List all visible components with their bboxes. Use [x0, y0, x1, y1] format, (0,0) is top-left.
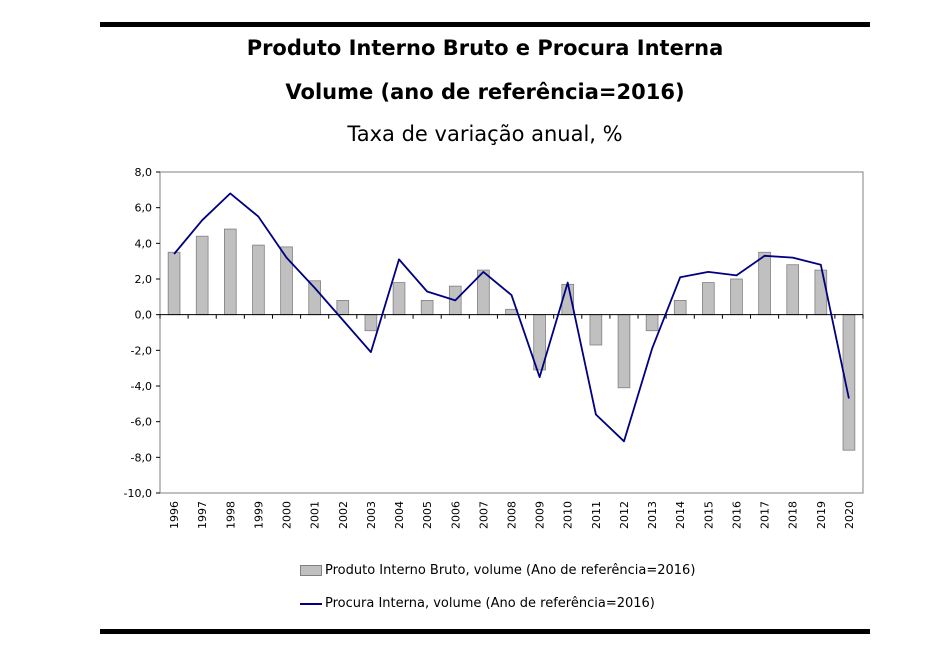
x-tick-label: 1997: [196, 501, 209, 529]
x-tick-label: 2009: [534, 501, 547, 529]
y-tick-label: -8,0: [131, 451, 152, 464]
bar: [167, 251, 181, 316]
x-tick-label: 2004: [393, 501, 406, 529]
x-tick-label: 2006: [449, 501, 462, 529]
chart-title: Produto Interno Bruto e Procura Interna: [246, 36, 724, 60]
x-tick-label: 2000: [281, 501, 294, 529]
x-tick-label: 1999: [252, 501, 265, 529]
y-tick-label: -4,0: [131, 380, 152, 393]
series-line: [173, 192, 850, 443]
bar: [505, 308, 518, 316]
bar: [392, 282, 406, 316]
x-tick-label: 2001: [309, 501, 322, 529]
bar: [730, 278, 743, 316]
x-tick-label: 2019: [815, 501, 828, 529]
x-tick-label: 2012: [618, 501, 631, 529]
bar: [420, 299, 434, 316]
bar: [223, 228, 237, 316]
x-tick-label: 2007: [477, 501, 490, 529]
y-tick-label: 0,0: [135, 309, 153, 322]
x-tick-label: 2018: [787, 501, 800, 529]
top-rule: [100, 22, 870, 27]
bar: [589, 314, 603, 346]
chart-subtitle: Taxa de variação anual, %: [347, 122, 623, 146]
plot-frame: [159, 171, 864, 494]
bar: [786, 264, 800, 316]
x-tick-label: 2020: [843, 501, 856, 529]
legend-line-label: Procura Interna, volume (Ano de referênc…: [325, 596, 655, 611]
x-tick-label: 2015: [702, 501, 715, 529]
x-tick-label: 2010: [562, 501, 575, 529]
bottom-rule: [100, 629, 870, 634]
bar: [336, 299, 350, 316]
x-tick-label: 2016: [730, 501, 743, 529]
y-tick-label: 8,0: [135, 166, 153, 179]
x-tick-label: 2008: [506, 501, 519, 529]
x-tick-label: 2014: [674, 501, 687, 529]
y-tick-label: -10,0: [124, 487, 152, 500]
y-tick-label: 4,0: [135, 237, 153, 250]
legend-bar-swatch: [300, 565, 322, 576]
y-tick-label: 6,0: [135, 202, 153, 215]
bar: [814, 269, 828, 316]
bar: [617, 314, 631, 389]
x-tick-label: 2002: [337, 501, 350, 529]
bar: [702, 282, 715, 316]
legend-item-line: Procura Interna, volume (Ano de referênc…: [300, 596, 655, 611]
x-tick-label: 2005: [421, 501, 434, 529]
x-tick-label: 2017: [759, 501, 772, 529]
legend-bar-label: Produto Interno Bruto, volume (Ano de re…: [325, 563, 696, 578]
legend-item-bar: Produto Interno Bruto, volume (Ano de re…: [300, 563, 695, 578]
y-tick-label: -2,0: [131, 344, 152, 357]
x-tick-label: 1996: [168, 501, 181, 529]
bar: [673, 299, 687, 316]
y-tick-label: -6,0: [131, 416, 152, 429]
y-tick-label: 2,0: [135, 273, 153, 286]
bar: [364, 314, 378, 332]
bar: [758, 251, 771, 316]
x-tick-label: 1998: [224, 501, 237, 529]
x-tick-label: 2013: [646, 501, 659, 529]
bar: [252, 244, 265, 316]
legend-line-swatch: [300, 602, 322, 605]
x-tick-label: 2011: [590, 501, 603, 529]
bar: [195, 235, 209, 316]
x-tick-label: 2003: [365, 501, 378, 529]
chart-title-line2: Volume (ano de referência=2016): [285, 80, 685, 104]
bar: [645, 314, 659, 332]
bar: [308, 280, 321, 316]
